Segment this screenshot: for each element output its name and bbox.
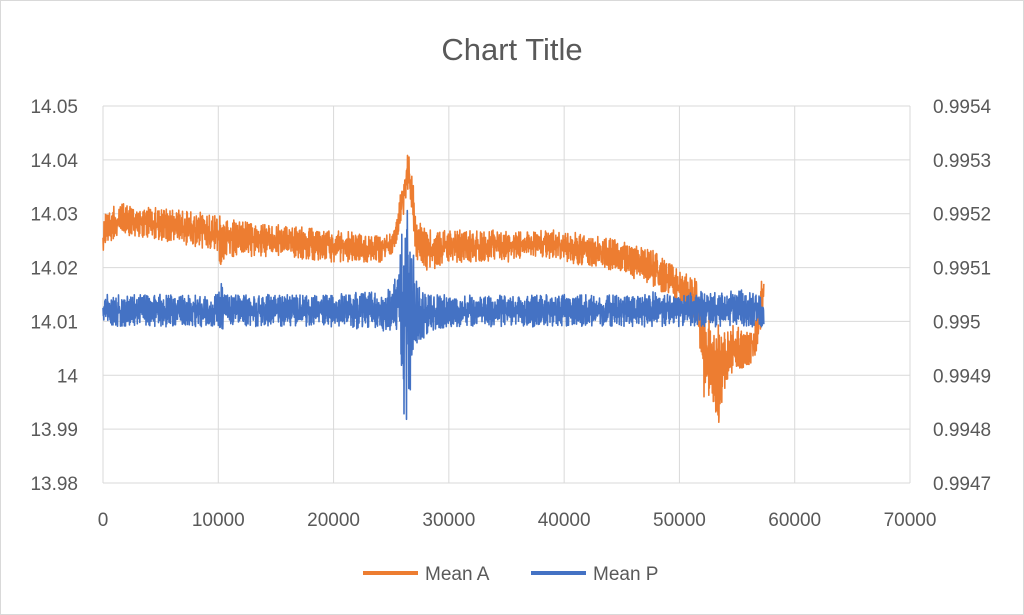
left-axis-ticks: 13.98 13.99 14 14.01 14.02 14.03 14.04 14.05: [30, 97, 78, 495]
series-mean-p: [102, 209, 765, 421]
legend: Mean A Mean P: [363, 564, 658, 585]
x-tick-label: 20000: [307, 510, 360, 531]
x-tick-label: 40000: [538, 510, 591, 531]
x-tick-label: 70000: [884, 510, 937, 531]
left-tick-label: 14.05: [30, 97, 78, 118]
x-tick-label: 10000: [192, 510, 245, 531]
right-tick-label: 0.9949: [933, 366, 991, 387]
right-tick-label: 0.9951: [933, 259, 991, 280]
gridlines: [102, 105, 911, 484]
right-tick-label: 0.9954: [933, 97, 992, 118]
x-axis-ticks: 0 10000 20000 30000 40000 50000 60000 70000: [98, 510, 937, 531]
series-line: [102, 154, 765, 423]
left-tick-label: 13.98: [30, 474, 78, 495]
legend-label: Mean A: [425, 564, 490, 585]
left-tick-label: 13.99: [30, 420, 78, 441]
left-tick-label: 14.02: [30, 259, 78, 280]
left-tick-label: 14: [57, 366, 79, 387]
x-tick-label: 0: [98, 510, 109, 531]
right-tick-label: 0.9947: [933, 474, 991, 495]
left-tick-label: 14.04: [30, 151, 78, 172]
x-tick-label: 60000: [768, 510, 821, 531]
left-tick-label: 14.03: [30, 205, 78, 226]
right-tick-label: 0.995: [933, 312, 981, 333]
series-line: [102, 209, 765, 421]
right-axis-ticks: 0.9947 0.9948 0.9949 0.995 0.9951 0.9952 0.995…: [933, 97, 992, 495]
left-tick-label: 14.01: [30, 312, 78, 333]
chart-title: Chart Title: [441, 32, 582, 67]
right-tick-label: 0.9952: [933, 205, 991, 226]
x-tick-label: 50000: [653, 510, 706, 531]
x-tick-label: 30000: [422, 510, 475, 531]
right-tick-label: 0.9953: [933, 151, 991, 172]
series-mean-a: [102, 154, 765, 423]
right-tick-label: 0.9948: [933, 420, 991, 441]
legend-label: Mean P: [593, 564, 658, 585]
